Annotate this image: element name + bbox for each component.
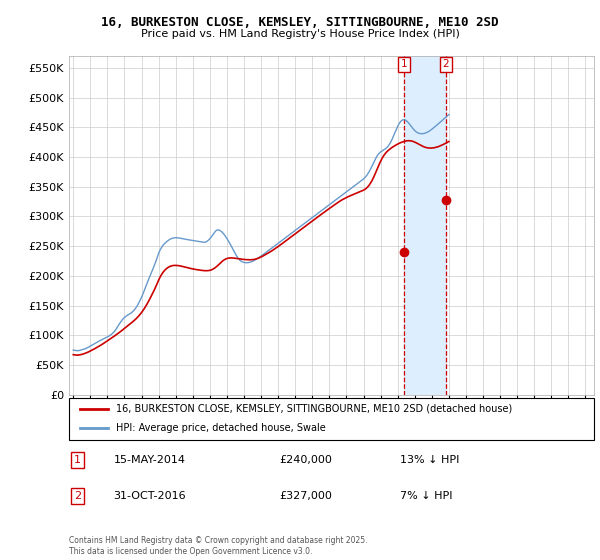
- FancyBboxPatch shape: [69, 398, 594, 440]
- Text: 2: 2: [443, 59, 449, 69]
- Text: £327,000: £327,000: [279, 491, 332, 501]
- Text: Contains HM Land Registry data © Crown copyright and database right 2025.
This d: Contains HM Land Registry data © Crown c…: [69, 536, 367, 556]
- Text: 2: 2: [74, 491, 82, 501]
- Text: 7% ↓ HPI: 7% ↓ HPI: [400, 491, 452, 501]
- Text: HPI: Average price, detached house, Swale: HPI: Average price, detached house, Swal…: [116, 423, 326, 433]
- Text: 1: 1: [74, 455, 81, 465]
- Text: 13% ↓ HPI: 13% ↓ HPI: [400, 455, 459, 465]
- Text: Price paid vs. HM Land Registry's House Price Index (HPI): Price paid vs. HM Land Registry's House …: [140, 29, 460, 39]
- Text: 1: 1: [401, 59, 407, 69]
- Text: £240,000: £240,000: [279, 455, 332, 465]
- Text: 15-MAY-2014: 15-MAY-2014: [113, 455, 185, 465]
- Text: 16, BURKESTON CLOSE, KEMSLEY, SITTINGBOURNE, ME10 2SD (detached house): 16, BURKESTON CLOSE, KEMSLEY, SITTINGBOU…: [116, 404, 512, 414]
- Text: 16, BURKESTON CLOSE, KEMSLEY, SITTINGBOURNE, ME10 2SD: 16, BURKESTON CLOSE, KEMSLEY, SITTINGBOU…: [101, 16, 499, 29]
- Bar: [404, 56, 446, 395]
- Text: 31-OCT-2016: 31-OCT-2016: [113, 491, 186, 501]
